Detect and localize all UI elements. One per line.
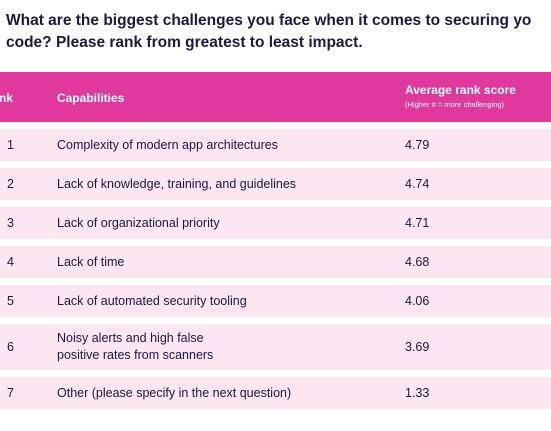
table-row: 7 Other (please specify in the next ques… [0, 377, 551, 409]
capability-text: Complexity of modern app architectures [57, 137, 278, 152]
capability-cell: Lack of time [57, 246, 124, 278]
table-row: 4 Lack of time 4.68 [0, 246, 551, 278]
score-cell: 4.06 [405, 294, 430, 308]
capability-text: Noisy alerts and high false positive rat… [57, 330, 213, 364]
table-row: 1 Complexity of modern app architectures… [0, 129, 551, 161]
score-cell: 4.74 [405, 177, 430, 191]
capability-cell: Noisy alerts and high false positive rat… [57, 324, 213, 370]
capability-text: Lack of time [57, 254, 125, 269]
rank-cell: 6 [7, 340, 14, 354]
score-cell: 4.79 [405, 138, 430, 152]
capability-line-1: Noisy alerts and high false [57, 331, 204, 345]
header-capabilities: Capabilities [57, 91, 125, 105]
score-cell: 1.33 [405, 386, 430, 400]
rank-cell: 5 [7, 294, 14, 308]
table-row: 5 Lack of automated security tooling 4.0… [0, 285, 551, 317]
capability-cell: Complexity of modern app architectures [57, 129, 278, 161]
table-row: 3 Lack of organizational priority 4.71 [0, 207, 551, 239]
header-rank: Rank [0, 91, 13, 105]
table-row: 2 Lack of knowledge, training, and guide… [0, 168, 551, 200]
question-line-1: What are the biggest challenges you face… [6, 12, 532, 29]
table-header: Rank Capabilities Average rank score (Hi… [0, 72, 551, 122]
rank-cell: 1 [7, 138, 14, 152]
capability-text: Lack of knowledge, training, and guideli… [57, 176, 297, 191]
rank-cell: 7 [7, 386, 14, 400]
capability-cell: Lack of organizational priority [57, 207, 220, 239]
question-title: What are the biggest challenges you face… [6, 10, 551, 54]
rank-cell: 3 [7, 216, 14, 230]
header-score-note: (Higher # = more challenging) [405, 100, 505, 109]
capability-text: Lack of automated security tooling [57, 293, 247, 308]
ranking-table: Rank Capabilities Average rank score (Hi… [0, 72, 551, 409]
header-score: Average rank score [405, 83, 516, 97]
question-line-2: code? Please rank from greatest to least… [6, 34, 363, 51]
rank-cell: 4 [7, 255, 14, 269]
rank-cell: 2 [7, 177, 14, 191]
capability-cell: Lack of knowledge, training, and guideli… [57, 168, 296, 200]
table-row: 6 Noisy alerts and high false positive r… [0, 324, 551, 370]
score-cell: 4.71 [405, 216, 430, 230]
capability-cell: Lack of automated security tooling [57, 285, 247, 317]
capability-line-2: positive rates from scanners [57, 348, 214, 362]
score-cell: 3.69 [405, 340, 430, 354]
capability-text: Other (please specify in the next questi… [57, 385, 292, 400]
capability-text: Lack of organizational priority [57, 215, 220, 230]
capability-cell: Other (please specify in the next questi… [57, 377, 291, 409]
score-cell: 4.68 [405, 255, 430, 269]
